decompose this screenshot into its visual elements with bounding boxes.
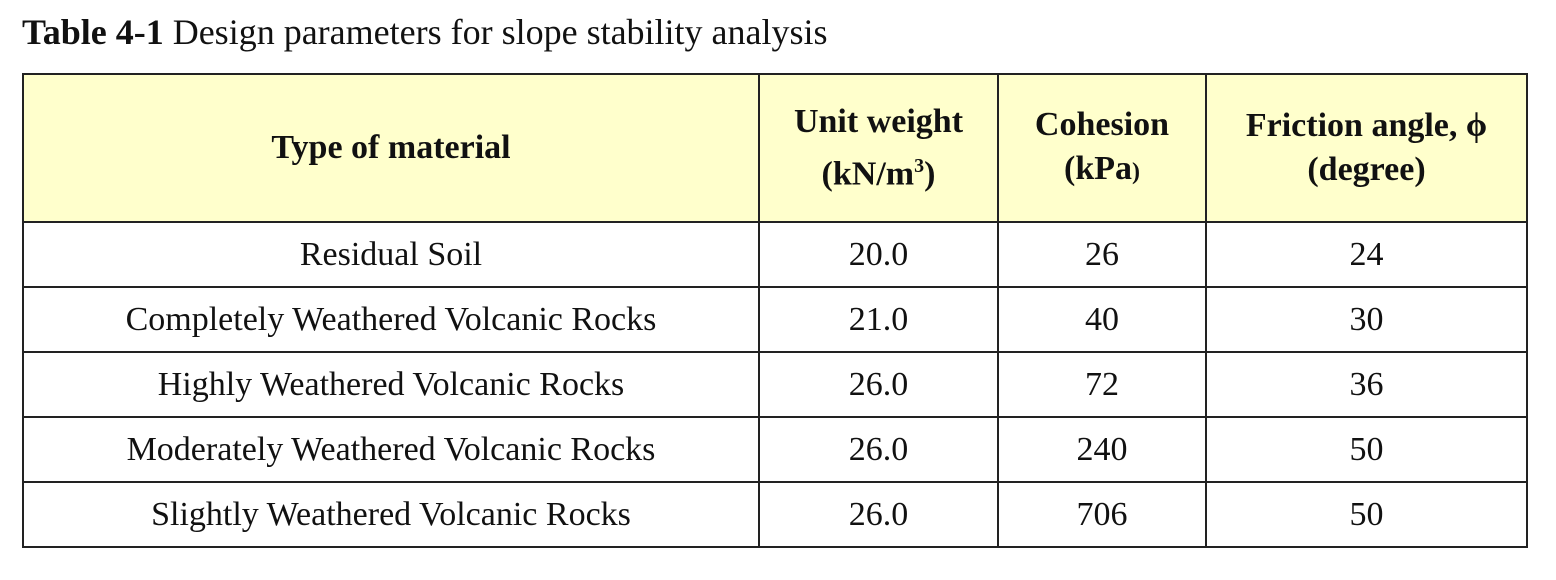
cell-unit-weight: 20.0 — [758, 221, 999, 288]
cell-unit-weight: 26.0 — [758, 416, 999, 483]
cell-friction-angle: 30 — [1205, 286, 1528, 353]
table-number: Table 4-1 — [22, 12, 164, 52]
table-row: Highly Weathered Volcanic Rocks 26.0 72 … — [22, 351, 1528, 418]
table-caption: Table 4-1 Design parameters for slope st… — [22, 10, 828, 54]
cell-unit-weight: 26.0 — [758, 351, 999, 418]
cell-friction-angle: 50 — [1205, 481, 1528, 548]
cell-cohesion: 40 — [997, 286, 1207, 353]
cell-friction-angle: 50 — [1205, 416, 1528, 483]
table-row: Slightly Weathered Volcanic Rocks 26.0 7… — [22, 481, 1528, 548]
table-title: Design parameters for slope stability an… — [172, 12, 828, 52]
cell-material: Highly Weathered Volcanic Rocks — [22, 351, 760, 418]
cell-material: Slightly Weathered Volcanic Rocks — [22, 481, 760, 548]
header-row: Type of material Unit weight (kN/m3) Coh… — [22, 73, 1528, 223]
cell-friction-angle: 36 — [1205, 351, 1528, 418]
cell-friction-angle: 24 — [1205, 221, 1528, 288]
header-friction-angle: Friction angle, ϕ (degree) — [1205, 73, 1528, 223]
cell-material: Completely Weathered Volcanic Rocks — [22, 286, 760, 353]
cell-cohesion: 72 — [997, 351, 1207, 418]
cell-cohesion: 240 — [997, 416, 1207, 483]
cell-material: Moderately Weathered Volcanic Rocks — [22, 416, 760, 483]
table-row: Completely Weathered Volcanic Rocks 21.0… — [22, 286, 1528, 353]
cell-cohesion: 26 — [997, 221, 1207, 288]
design-parameters-table: Type of material Unit weight (kN/m3) Coh… — [22, 73, 1528, 548]
header-material: Type of material — [22, 73, 760, 223]
header-cohesion: Cohesion (kPa) — [997, 73, 1207, 223]
table-row: Residual Soil 20.0 26 24 — [22, 221, 1528, 288]
cell-cohesion: 706 — [997, 481, 1207, 548]
header-unit-weight: Unit weight (kN/m3) — [758, 73, 999, 223]
cell-material: Residual Soil — [22, 221, 760, 288]
cell-unit-weight: 26.0 — [758, 481, 999, 548]
cell-unit-weight: 21.0 — [758, 286, 999, 353]
table-row: Moderately Weathered Volcanic Rocks 26.0… — [22, 416, 1528, 483]
